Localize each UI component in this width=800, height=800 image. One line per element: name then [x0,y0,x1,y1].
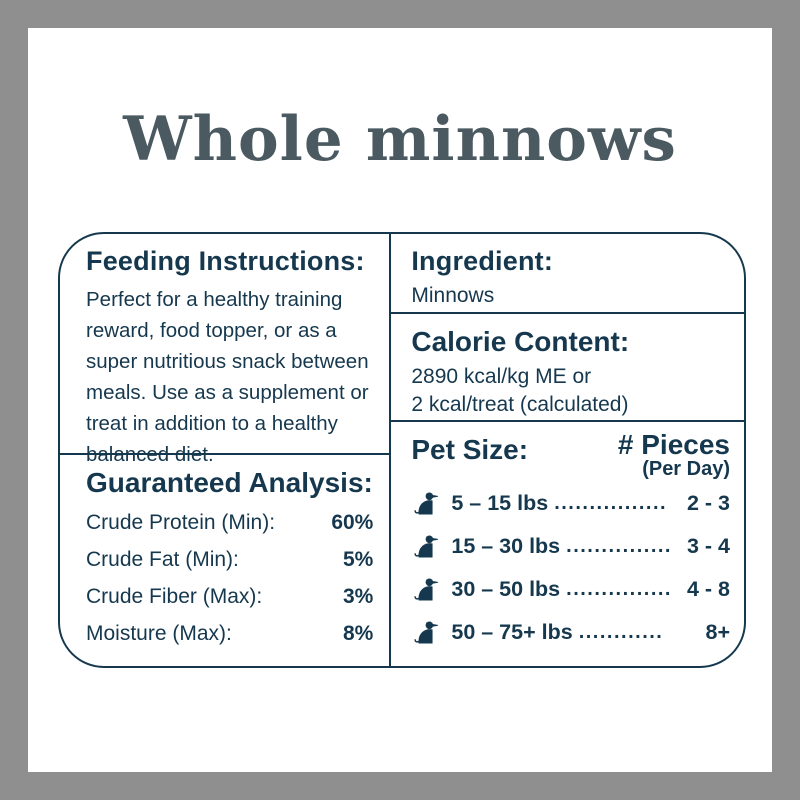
pieces-value: 8+ [705,620,730,644]
pet-size-section: Pet Size: # Pieces (Per Day) [391,422,744,666]
dog-icon [414,492,439,515]
dot-leader: ................ [554,492,668,515]
calorie-content-section: Calorie Content: 2890 kcal/kg ME or 2 kc… [391,314,744,422]
pet-weight-range: 15 – 30 lbs [451,534,561,559]
analysis-label: Moisture (Max): [86,621,232,645]
dog-icon [414,535,439,558]
analysis-value: 60% [331,510,374,534]
pieces-value: 4 - 8 [686,577,730,602]
feeding-instructions-heading: Feeding Instructions: [86,246,365,276]
feeding-line: Perfect for a healthy training [86,288,343,311]
nutrition-label-box: Feeding Instructions: Perfect for a heal… [58,232,746,668]
guaranteed-analysis-section: Guaranteed Analysis: Crude Protein (Min)… [60,455,389,666]
analysis-label: Crude Protein (Min): [86,510,276,534]
pieces-value: 3 - 4 [686,534,730,559]
feeding-line: reward, food topper, or as a [86,319,337,342]
pieces-heading-block: # Pieces (Per Day) [618,430,730,480]
pet-weight-range: 50 – 75+ lbs [451,620,573,644]
analysis-row: Moisture (Max): 8% [86,622,373,646]
ingredient-value: Minnows [411,284,495,307]
pet-size-row: 5 – 15 lbs ................ 2 - 3 [411,489,730,519]
label-canvas: Whole minnows Feeding Instructions: Perf… [28,28,772,772]
feeding-line: balanced diet. [86,443,214,466]
pet-size-rows: 5 – 15 lbs ................ 2 - 3 [411,482,730,654]
analysis-label: Crude Fat (Min): [86,547,239,571]
calorie-content-heading: Calorie Content: [411,326,630,357]
ingredient-section: Ingredient: Minnows [391,234,744,314]
analysis-label: Crude Fiber (Max): [86,584,263,608]
label-left-column: Feeding Instructions: Perfect for a heal… [60,234,392,666]
dot-leader: ............... [566,578,672,601]
pieces-heading: # Pieces [617,429,730,460]
pet-weight-range: 5 – 15 lbs [451,491,549,516]
pet-size-heading: Pet Size: [411,434,529,465]
calorie-line: 2 kcal/treat (calculated) [411,393,629,416]
feeding-line: super nutritious snack between [86,350,369,373]
dog-icon [414,621,439,643]
analysis-row: Crude Fat (Min): 5% [86,548,373,572]
analysis-value: 3% [343,584,374,608]
dog-icon [414,578,439,601]
ingredient-heading: Ingredient: [411,246,554,276]
analysis-value: 5% [343,547,374,571]
pet-size-row: 30 – 50 lbs ............... 4 - 8 [411,575,730,605]
guaranteed-analysis-heading: Guaranteed Analysis: [86,467,373,498]
dot-leader: ............ [578,621,664,643]
analysis-value: 8% [343,621,374,645]
analysis-row: Crude Fiber (Max): 3% [86,585,373,609]
pet-size-header: Pet Size: # Pieces (Per Day) [411,430,730,480]
pet-weight-range: 30 – 50 lbs [451,577,561,602]
feeding-instructions-section: Feeding Instructions: Perfect for a heal… [60,234,390,466]
dot-leader: ............... [566,535,672,558]
analysis-row: Crude Protein (Min): 60% [86,511,373,535]
calorie-line: 2890 kcal/kg ME or [411,365,592,388]
product-title: Whole minnows [123,104,677,175]
feeding-line: meals. Use as a supplement or [86,381,369,404]
pieces-subheading: (Per Day) [642,458,730,481]
pet-size-row: 15 – 30 lbs ............... 3 - 4 [411,532,730,562]
pet-size-row: 50 – 75+ lbs ............ 8+ [411,618,730,648]
feeding-line: treat in addition to a healthy [86,412,338,435]
guaranteed-analysis-rows: Crude Protein (Min): 60% Crude Fat (Min)… [86,504,375,652]
pieces-value: 2 - 3 [686,491,730,516]
label-right-column: Ingredient: Minnows Calorie Content: 289… [391,234,744,666]
